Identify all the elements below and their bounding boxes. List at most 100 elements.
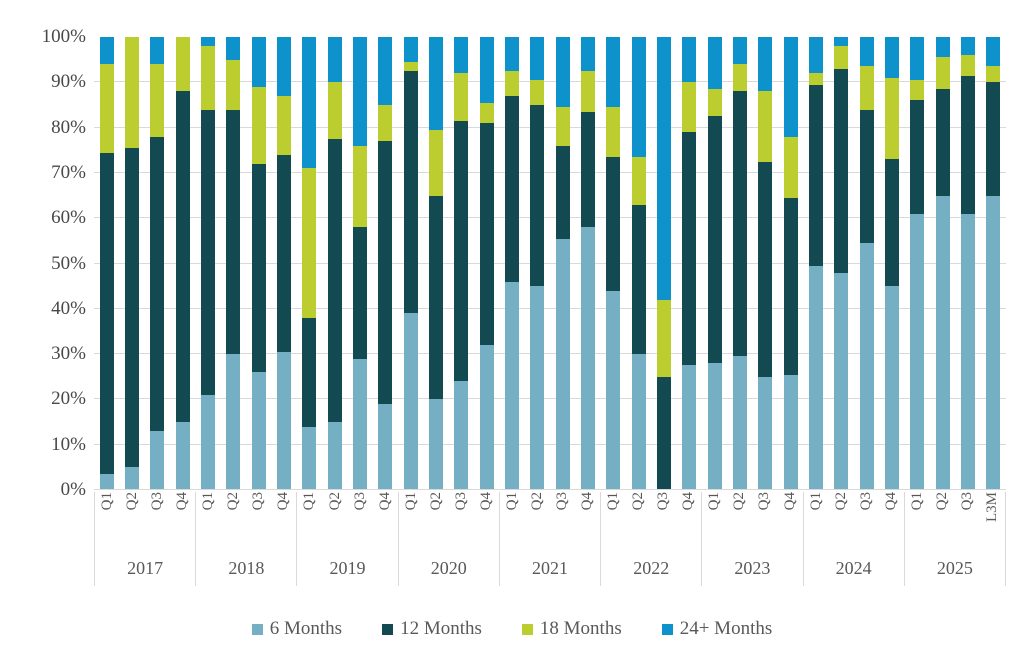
quarter-cell: Q1 — [196, 492, 221, 554]
bar-col-2021-Q2 — [525, 37, 550, 490]
quarter-cell: Q1 — [297, 492, 322, 554]
quarter-label-2020-Q2: Q2 — [427, 492, 444, 511]
segment-24-months — [530, 37, 545, 81]
quarter-cell: Q3 — [854, 492, 879, 554]
segment-12-months — [150, 136, 165, 432]
segment-6-months — [327, 422, 342, 490]
segment-18-months — [555, 107, 570, 146]
quarter-label-2022-Q4: Q4 — [680, 492, 697, 511]
bar-col-2020-Q4 — [474, 37, 499, 490]
year-label-2021: 2021 — [531, 558, 568, 578]
quarter-cell: Q3 — [752, 492, 777, 554]
bar-col-2021-Q3 — [550, 37, 575, 490]
quarter-label-2021-Q4: Q4 — [579, 492, 596, 511]
quarter-label-row: Q1 Q2 Q3 Q4 — [297, 492, 397, 554]
segment-6-months — [707, 363, 722, 490]
segment-24-months — [606, 37, 621, 108]
segment-12-months — [530, 104, 545, 287]
segment-24-months — [378, 37, 393, 105]
quarter-label-2021-Q2: Q2 — [528, 492, 545, 511]
segment-12-months — [808, 84, 823, 266]
segment-12-months — [935, 89, 950, 196]
quarter-label-2021-Q3: Q3 — [554, 492, 571, 511]
segment-24-months — [555, 37, 570, 108]
segment-12-months — [707, 116, 722, 364]
year-label-2024: 2024 — [835, 558, 872, 578]
bar-2025-Q1 — [910, 37, 925, 490]
segment-12-months — [327, 138, 342, 423]
quarter-label-row: Q1 Q2 Q3 Q4 — [95, 492, 195, 554]
gridline-60 — [94, 217, 1006, 219]
bar-2023-Q1 — [707, 37, 722, 490]
year-label-2023: 2023 — [734, 558, 771, 578]
segment-12-months — [428, 195, 443, 400]
quarter-label-2021-Q1: Q1 — [503, 492, 520, 511]
quarter-cell: Q1 — [399, 492, 424, 554]
quarter-cell: Q3 — [145, 492, 170, 554]
segment-12-months — [555, 145, 570, 239]
bar-col-2017-Q4 — [170, 37, 195, 490]
bar-2018-Q2 — [226, 37, 241, 490]
y-tick-label: 60% — [51, 207, 86, 229]
bar-col-2020-Q1 — [398, 37, 423, 490]
bar-col-2025-Q2 — [930, 37, 955, 490]
bar-col-2017-Q3 — [145, 37, 170, 490]
segment-12-months — [454, 120, 469, 382]
segment-6-months — [631, 354, 646, 490]
quarter-cell: Q2 — [525, 492, 550, 554]
segment-12-months — [403, 71, 418, 314]
segment-24-months — [454, 37, 469, 74]
segment-18-months — [859, 66, 874, 110]
segment-6-months — [960, 213, 975, 490]
segment-18-months — [530, 80, 545, 105]
quarter-cell: Q3 — [955, 492, 980, 554]
segment-18-months — [352, 145, 367, 228]
segment-24-months — [403, 37, 418, 62]
segment-6-months — [808, 265, 823, 490]
segment-12-months — [479, 123, 494, 346]
segment-18-months — [834, 46, 849, 69]
bar-2025-L3M — [986, 37, 1001, 490]
gridline-50 — [94, 262, 1006, 264]
segment-18-months — [302, 168, 317, 318]
bar-2025-Q3 — [960, 37, 975, 490]
segment-18-months — [124, 37, 139, 148]
x-axis-line — [94, 489, 1006, 490]
bar-col-2020-Q3 — [449, 37, 474, 490]
y-tick-label: 70% — [51, 161, 86, 183]
bar-2020-Q3 — [454, 37, 469, 490]
x-group-2021: Q1 Q2 Q3 Q4 2021 — [498, 492, 600, 586]
bar-col-2018-Q1 — [195, 37, 220, 490]
legend-label: 6 Months — [269, 618, 343, 639]
segment-18-months — [479, 102, 494, 124]
quarter-label-2020-Q4: Q4 — [477, 492, 494, 511]
segment-24-months — [327, 37, 342, 83]
y-tick-label: 10% — [51, 433, 86, 455]
segment-12-months — [682, 132, 697, 366]
bar-2017-Q3 — [150, 37, 165, 490]
bar-col-2023-Q2 — [727, 37, 752, 490]
bar-2019-Q2 — [327, 37, 342, 490]
quarter-label-2023-Q1: Q1 — [706, 492, 723, 511]
quarter-cell: Q3 — [651, 492, 676, 554]
segment-6-months — [378, 403, 393, 490]
y-tick-label: 30% — [51, 343, 86, 365]
segment-24-months — [428, 37, 443, 130]
quarter-cell: Q1 — [601, 492, 626, 554]
bar-col-2020-Q2 — [423, 37, 448, 490]
segment-24-months — [935, 37, 950, 58]
quarter-cell: Q4 — [879, 492, 904, 554]
quarter-cell: Q4 — [373, 492, 398, 554]
quarter-label-2024-Q4: Q4 — [882, 492, 899, 511]
quarter-label-2018-Q4: Q4 — [275, 492, 292, 511]
segment-12-months — [606, 157, 621, 291]
bar-2025-Q2 — [935, 37, 950, 490]
segment-12-months — [834, 68, 849, 273]
quarter-cell: Q1 — [95, 492, 120, 554]
bar-2020-Q2 — [428, 37, 443, 490]
segment-6-months — [859, 243, 874, 490]
segment-12-months — [960, 75, 975, 214]
x-group-2023: Q1 Q2 Q3 Q4 2023 — [701, 492, 802, 586]
segment-12-months — [175, 91, 190, 423]
segment-18-months — [808, 73, 823, 85]
